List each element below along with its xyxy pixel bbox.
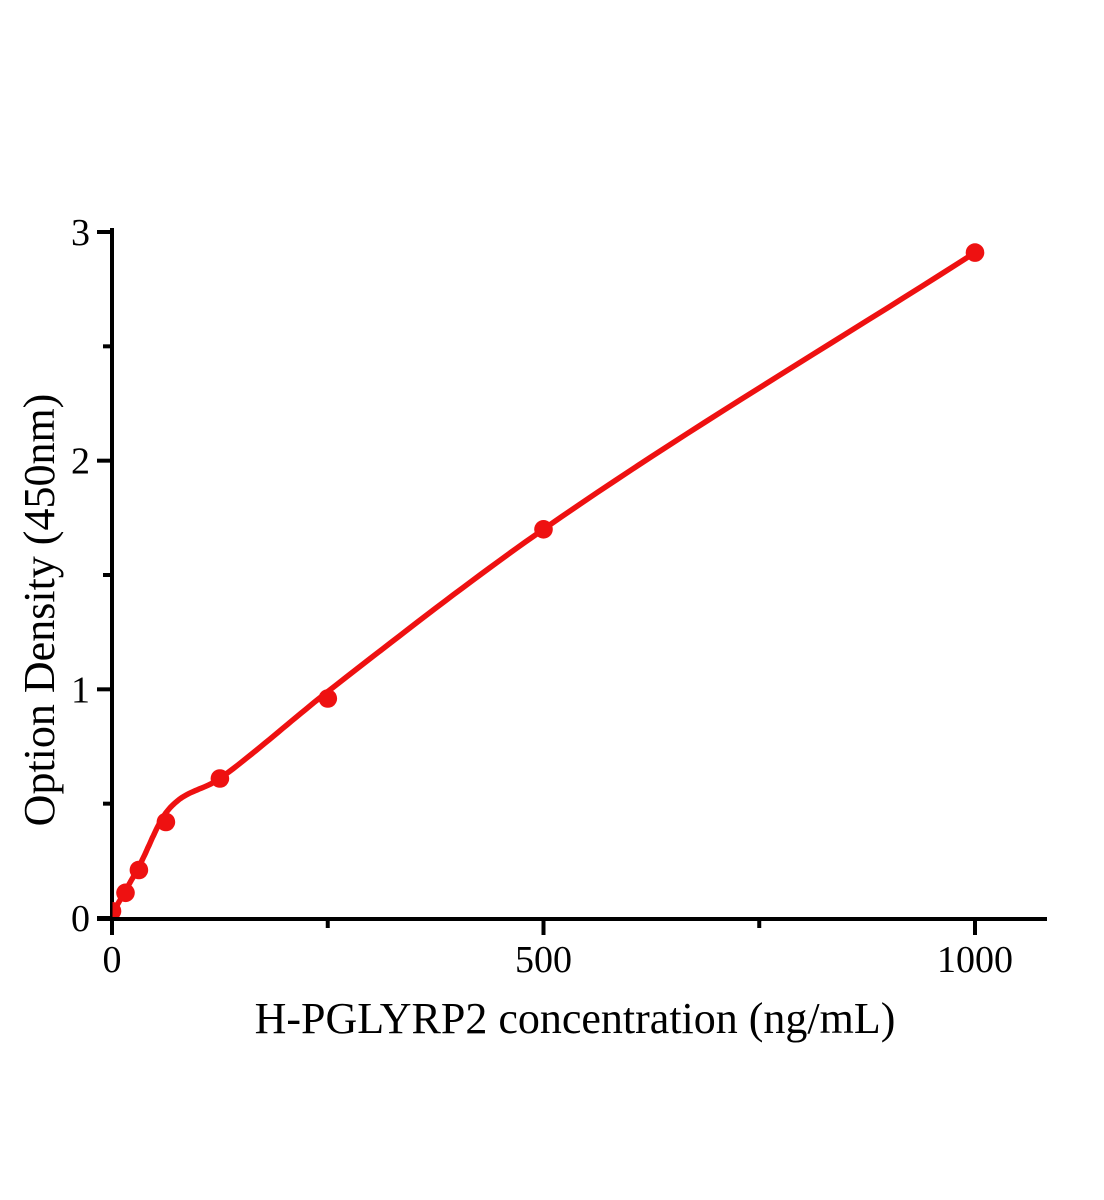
y-tick-label: 3 bbox=[71, 212, 90, 254]
x-axis-title: H-PGLYRP2 concentration (ng/mL) bbox=[255, 994, 896, 1043]
data-point bbox=[534, 520, 553, 539]
data-point bbox=[129, 860, 149, 880]
data-point bbox=[965, 243, 985, 262]
data-point bbox=[156, 812, 176, 832]
tick-labels: 0 1 2 3 0 500 1000 bbox=[71, 212, 1013, 981]
x-tick-label: 0 bbox=[103, 939, 122, 981]
y-tick-label: 2 bbox=[71, 441, 90, 483]
data-point bbox=[112, 901, 122, 917]
data-point bbox=[318, 689, 338, 708]
axes bbox=[97, 228, 1047, 933]
data-point bbox=[210, 769, 230, 788]
x-tick-label: 1000 bbox=[937, 939, 1013, 981]
x-tick-label: 500 bbox=[515, 939, 572, 981]
y-tick-label: 1 bbox=[71, 669, 90, 711]
data-point bbox=[116, 883, 135, 903]
axis-ticks bbox=[97, 229, 977, 935]
y-axis-title: Option Density (450nm) bbox=[15, 394, 64, 827]
fit-curve bbox=[112, 249, 978, 914]
series-h-pglyrp2-standard-curve bbox=[112, 243, 985, 917]
y-tick-label: 0 bbox=[71, 898, 90, 940]
